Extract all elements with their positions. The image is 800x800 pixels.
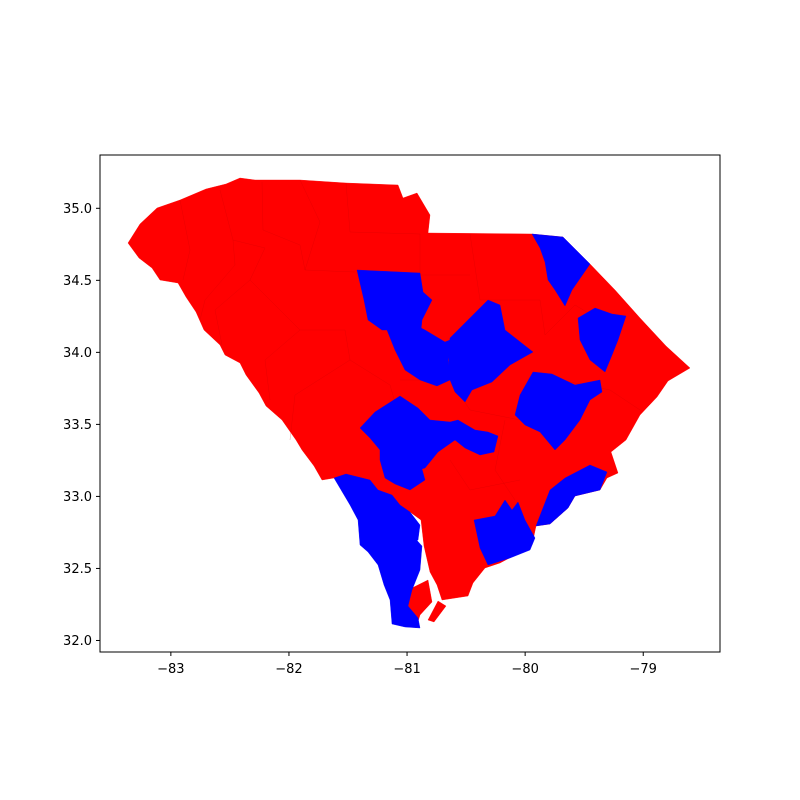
x-tick-label: −83 xyxy=(157,662,184,677)
region-blue-jasper xyxy=(367,531,423,629)
region-blue-williamsburg xyxy=(514,371,603,451)
region-blue-chesterfield xyxy=(531,233,591,307)
region-blue-georgetown xyxy=(535,464,608,527)
region-blue-charleston xyxy=(473,499,536,566)
x-tick-label: −81 xyxy=(393,662,420,677)
region-blue-marlboro xyxy=(577,307,627,373)
x-axis-ticks: −83 −82 −81 −80 −79 xyxy=(157,652,657,677)
y-tick-label: 33.0 xyxy=(63,490,92,505)
region-red-island xyxy=(427,600,447,623)
axes-frame xyxy=(99,154,721,653)
y-tick-label: 34.5 xyxy=(63,274,92,289)
y-tick-label: 32.0 xyxy=(63,634,92,649)
y-tick-label: 33.5 xyxy=(63,418,92,433)
y-tick-label: 32.5 xyxy=(63,562,92,577)
y-tick-label: 34.0 xyxy=(63,346,92,361)
y-axis-ticks: 32.0 32.5 33.0 33.5 34.0 34.5 35.0 xyxy=(63,202,100,649)
region-blue-bamberg xyxy=(379,437,426,491)
x-tick-label: −79 xyxy=(630,662,657,677)
x-tick-label: −80 xyxy=(511,662,538,677)
region-blue-lee-sumter xyxy=(447,299,534,403)
x-tick-label: −82 xyxy=(275,662,302,677)
state-map xyxy=(127,177,691,629)
y-tick-label: 35.0 xyxy=(63,202,92,217)
